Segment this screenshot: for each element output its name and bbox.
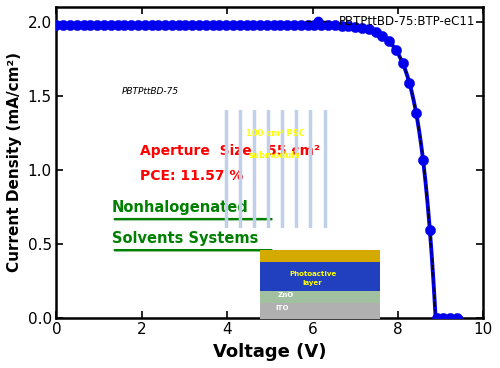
- Point: [263, 22, 271, 28]
- Point: [276, 22, 284, 28]
- Text: PBTPttBD-75: PBTPttBD-75: [122, 87, 179, 96]
- Point: [202, 22, 210, 28]
- Text: PCE: 11.57 %: PCE: 11.57 %: [140, 169, 243, 183]
- Point: [250, 22, 258, 28]
- Text: Photoactive: Photoactive: [289, 272, 336, 277]
- Text: 100 cm² PSC: 100 cm² PSC: [246, 130, 304, 138]
- Point: [134, 22, 142, 28]
- Point: [86, 22, 94, 28]
- Point: [426, 227, 434, 233]
- Point: [114, 22, 122, 28]
- FancyBboxPatch shape: [260, 262, 380, 291]
- Text: ZnO: ZnO: [278, 292, 294, 298]
- FancyBboxPatch shape: [260, 303, 380, 319]
- Point: [208, 22, 216, 28]
- Text: Solvents Systems: Solvents Systems: [112, 231, 258, 246]
- Point: [93, 22, 101, 28]
- Point: [331, 22, 339, 28]
- Point: [358, 25, 366, 31]
- Point: [222, 22, 230, 28]
- Point: [406, 80, 413, 86]
- Point: [154, 22, 162, 28]
- Point: [174, 22, 182, 28]
- Legend: PBTPttBD-75:BTP-eC11: PBTPttBD-75:BTP-eC11: [301, 10, 480, 33]
- Point: [372, 29, 380, 35]
- Point: [80, 22, 88, 28]
- Point: [66, 22, 74, 28]
- Point: [236, 22, 244, 28]
- FancyBboxPatch shape: [260, 250, 380, 262]
- Text: layer: layer: [302, 280, 322, 286]
- Text: Nonhalogenated: Nonhalogenated: [112, 200, 248, 215]
- Point: [385, 38, 393, 44]
- Point: [364, 26, 372, 32]
- Point: [344, 23, 352, 29]
- Point: [127, 22, 135, 28]
- Point: [256, 22, 264, 28]
- Point: [453, 315, 461, 321]
- Point: [351, 24, 359, 30]
- Point: [242, 22, 250, 28]
- FancyBboxPatch shape: [260, 291, 380, 303]
- Point: [338, 23, 345, 29]
- Point: [60, 22, 68, 28]
- Point: [324, 22, 332, 28]
- Point: [432, 315, 440, 321]
- Point: [100, 22, 108, 28]
- Point: [419, 156, 427, 162]
- Point: [182, 22, 190, 28]
- Point: [107, 22, 115, 28]
- Point: [229, 22, 237, 28]
- Point: [290, 22, 298, 28]
- Point: [270, 22, 278, 28]
- Point: [168, 22, 176, 28]
- Point: [52, 22, 60, 28]
- Point: [140, 22, 148, 28]
- Point: [310, 22, 318, 28]
- Point: [392, 47, 400, 53]
- Point: [398, 60, 406, 66]
- Y-axis label: Current Density (mA/cm²): Current Density (mA/cm²): [7, 52, 22, 272]
- Point: [440, 315, 448, 321]
- Point: [73, 22, 81, 28]
- Point: [284, 22, 292, 28]
- Point: [446, 315, 454, 321]
- X-axis label: Voltage (V): Voltage (V): [213, 343, 326, 361]
- Point: [378, 33, 386, 39]
- Point: [216, 22, 224, 28]
- Point: [412, 110, 420, 116]
- Point: [120, 22, 128, 28]
- Text: submodule: submodule: [249, 151, 301, 160]
- Point: [317, 22, 325, 28]
- Point: [297, 22, 305, 28]
- Point: [148, 22, 156, 28]
- Text: ITO: ITO: [275, 305, 288, 311]
- Text: Aperture  Size:  55 cm²: Aperture Size: 55 cm²: [140, 144, 320, 158]
- Point: [161, 22, 169, 28]
- Point: [304, 22, 312, 28]
- Point: [188, 22, 196, 28]
- Point: [195, 22, 203, 28]
